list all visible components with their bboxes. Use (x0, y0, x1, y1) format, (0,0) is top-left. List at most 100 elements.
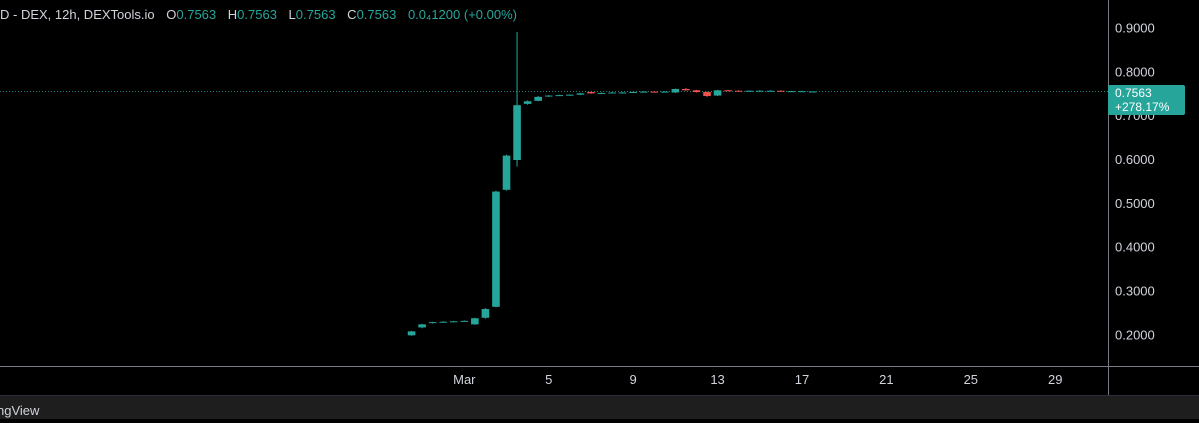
high-key: H (227, 7, 238, 22)
candle-body (523, 101, 532, 104)
candle-body (682, 88, 690, 91)
candle (787, 90, 796, 93)
candle-body (808, 91, 817, 93)
candle (798, 90, 806, 93)
candle (555, 94, 564, 97)
time-tick-label: 5 (545, 372, 552, 387)
price-tick-label: 0.8000 (1115, 64, 1155, 79)
candle (713, 89, 722, 96)
time-tick-label: 29 (1048, 372, 1062, 387)
time-tick-label: 21 (879, 372, 893, 387)
price-tick-label: 0.2000 (1115, 327, 1155, 342)
candle (418, 323, 426, 329)
last-price-change: +278.17% (1115, 100, 1170, 114)
candle (407, 330, 416, 336)
candle-body (755, 90, 764, 92)
candle (428, 321, 437, 324)
candle-body (502, 155, 511, 190)
last-price-tag: 0.7563 +278.17% (1108, 85, 1185, 115)
open-key: O (166, 7, 177, 22)
candle (682, 88, 690, 91)
candle-body (513, 105, 521, 160)
time-tick-label: 17 (795, 372, 809, 387)
ohlc-legend: D - DEX, 12h, DEXTools.io O0.7563 H0.756… (0, 7, 517, 22)
candle (755, 90, 764, 92)
candle-body (608, 92, 616, 94)
candle-body (787, 91, 796, 93)
footer-bar: ngView (0, 395, 1199, 419)
candle-body (418, 324, 426, 328)
candle-body (661, 91, 669, 93)
candle-body (777, 90, 785, 92)
candle (492, 190, 500, 308)
candle-body (566, 94, 574, 96)
close-value: 0.7563 (356, 7, 397, 22)
price-tick-label: 0.9000 (1115, 20, 1155, 35)
footer-brand-label: ngView (0, 403, 40, 418)
candle-body (597, 92, 606, 94)
candle (566, 94, 574, 96)
candle-body (460, 320, 469, 322)
candle (460, 320, 469, 322)
candle (650, 91, 659, 93)
candle (608, 92, 616, 94)
candles-group (407, 31, 817, 336)
candle-body (692, 90, 701, 93)
price-tick-label: 0.3000 (1115, 283, 1155, 298)
time-tick-label: 9 (630, 372, 637, 387)
candle-body (734, 90, 743, 92)
candle (576, 92, 585, 96)
symbol-title: D - DEX, 12h, DEXTools.io (0, 7, 155, 22)
candle-body (428, 322, 437, 324)
candle-body (650, 91, 659, 93)
candle-body (534, 96, 542, 101)
candle (808, 91, 817, 93)
candle (502, 154, 511, 191)
candle-body (576, 93, 585, 95)
candle-body (544, 95, 553, 97)
candle (471, 317, 479, 325)
time-tick-label: Mar (453, 372, 476, 387)
candle (597, 92, 606, 94)
open-value: 0.7563 (176, 7, 217, 22)
candle-body (766, 90, 775, 92)
candle-body (745, 90, 754, 92)
time-tick-label: 25 (964, 372, 978, 387)
candle (692, 89, 701, 93)
candle (734, 90, 743, 92)
candle (439, 321, 447, 323)
price-tick-label: 0.4000 (1115, 240, 1155, 255)
price-axis[interactable]: 0.20000.30000.40000.50000.60000.70000.80… (1108, 0, 1155, 395)
price-tick-label: 0.5000 (1115, 196, 1155, 211)
candle (481, 308, 490, 319)
candle (639, 91, 648, 93)
time-tick-label: 13 (710, 372, 724, 387)
candle-body (618, 92, 627, 94)
candle (661, 91, 669, 93)
candle-body (703, 92, 711, 96)
time-axis[interactable]: Mar 5 9 13 17 21 25 29 (0, 366, 1199, 388)
candle-body (629, 92, 637, 94)
candle (587, 91, 595, 94)
candle (544, 95, 553, 97)
candle (513, 31, 521, 167)
candle-body (481, 309, 490, 318)
candle (523, 100, 532, 105)
candle-body (713, 90, 722, 96)
price-tick-label: 0.6000 (1115, 152, 1155, 167)
candle (534, 95, 542, 102)
high-value: 0.7563 (237, 7, 277, 22)
candle-body (471, 318, 479, 325)
candle (671, 88, 680, 93)
candle-body (587, 92, 595, 94)
last-price-value: 0.7563 (1115, 86, 1152, 100)
candle-body (407, 331, 416, 336)
candle (449, 320, 458, 323)
candle-body (639, 91, 648, 93)
low-value: 0.7563 (295, 7, 336, 22)
candle (703, 91, 711, 97)
candle-body (671, 88, 680, 93)
candle-body (439, 321, 447, 323)
